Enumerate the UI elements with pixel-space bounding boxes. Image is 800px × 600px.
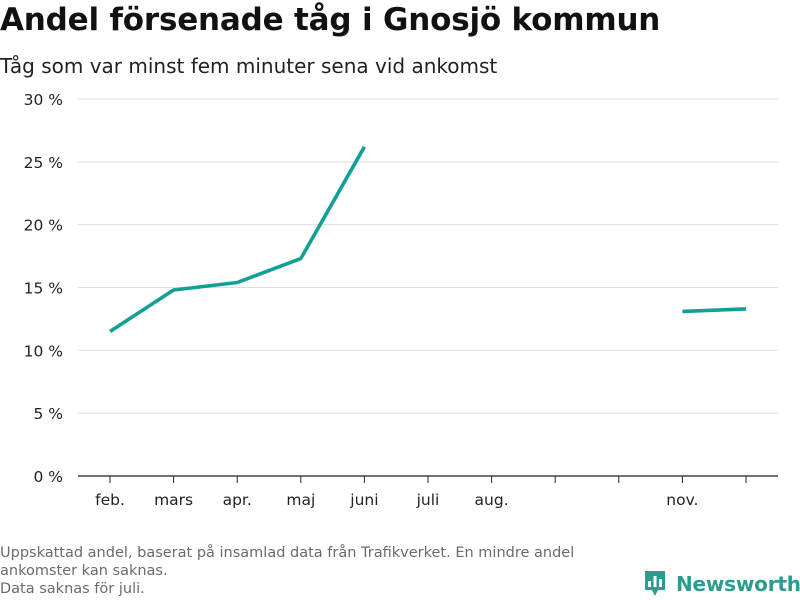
- y-axis-ticks: 0 % 5 % 10 % 15 % 20 % 25 % 30 %: [24, 91, 63, 486]
- footnote-line-3: Data saknas för juli.: [0, 581, 145, 597]
- y-tick-label: 10 %: [24, 342, 63, 360]
- bar-chart-icon: [645, 571, 665, 596]
- series-line-segment-3: [682, 307, 747, 314]
- x-tick-label: feb.: [95, 491, 125, 509]
- chart-title: Andel försenade tåg i Gnosjö kommun: [0, 2, 661, 38]
- x-tick-label: mars: [154, 491, 193, 509]
- x-tick-label: aug.: [475, 491, 509, 509]
- gridlines: [78, 98, 778, 414]
- series-lines: [109, 145, 747, 334]
- x-axis-ticks: feb. mars apr. maj juni juli aug. nov.: [95, 476, 747, 509]
- y-tick-label: 0 %: [33, 468, 63, 486]
- x-tick-label: maj: [286, 491, 315, 509]
- x-tick-label: juni: [349, 491, 378, 509]
- chart-subtitle: Tåg som var minst fem minuter sena vid a…: [0, 54, 498, 78]
- footnote-line-2: ankomster kan saknas.: [0, 563, 168, 579]
- footnote: Uppskattad andel, baserat på insamlad da…: [0, 544, 640, 598]
- y-tick-label: 15 %: [24, 280, 63, 298]
- y-tick-label: 30 %: [24, 91, 63, 109]
- brand-name: Newsworthy: [676, 572, 800, 596]
- x-tick-label: juli: [416, 491, 440, 509]
- y-tick-label: 20 %: [24, 217, 63, 235]
- y-tick-label: 5 %: [33, 405, 63, 423]
- x-tick-label: nov.: [666, 491, 698, 509]
- brand-logo: Newsworthy: [643, 570, 800, 598]
- footnote-line-1: Uppskattad andel, baserat på insamlad da…: [0, 545, 575, 561]
- y-tick-label: 25 %: [24, 154, 63, 172]
- series-line-segment-1: [109, 145, 366, 334]
- x-tick-label: apr.: [223, 491, 252, 509]
